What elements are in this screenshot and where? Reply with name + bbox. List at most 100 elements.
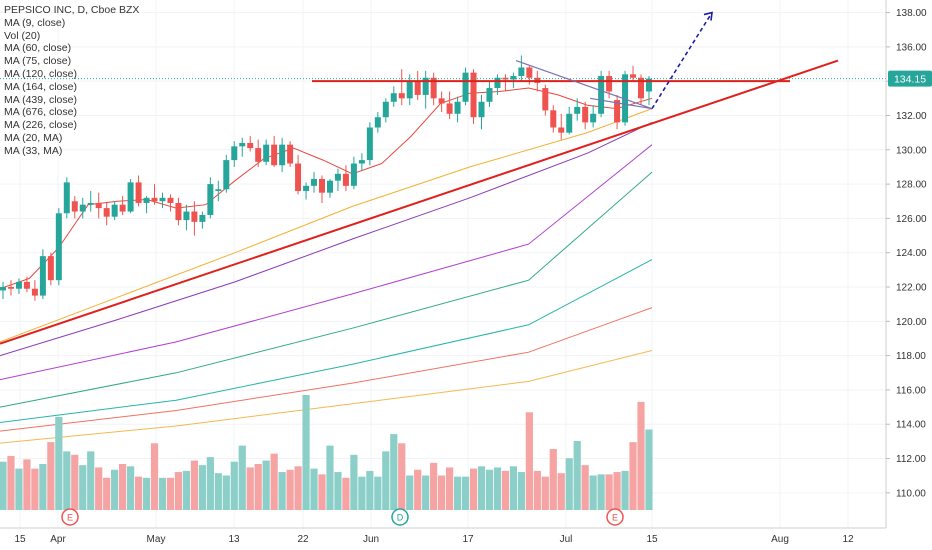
earnings-marker[interactable]: E	[606, 508, 624, 526]
last-price-value: 134.15	[894, 74, 926, 86]
legend-item[interactable]: MA (75, close)	[4, 55, 72, 68]
y-tick-label: 124.00	[896, 248, 927, 259]
volume-bar	[382, 451, 390, 510]
candle-body	[79, 204, 86, 212]
x-tick-label: Jul	[560, 534, 573, 545]
volume-bar	[525, 412, 533, 510]
volume-bar	[23, 459, 31, 510]
volume-bar	[366, 470, 374, 510]
candle-body	[47, 256, 54, 281]
projection-arrow	[651, 12, 713, 110]
legend-item[interactable]: MA (120, close)	[4, 67, 77, 80]
volume-bar	[190, 460, 198, 510]
volume-bar	[294, 466, 302, 510]
y-tick-label: 128.00	[896, 180, 927, 191]
candle-body	[438, 98, 445, 104]
x-tick-label: 15	[14, 534, 26, 545]
candle-body	[606, 76, 613, 92]
volume-bar	[214, 473, 222, 510]
volume-bar	[111, 469, 119, 510]
volume-bar	[71, 454, 79, 510]
volume-bar	[182, 470, 191, 510]
candle-body	[334, 173, 341, 181]
candle-body	[486, 88, 493, 102]
ma-line	[0, 108, 653, 343]
volume-bar	[39, 464, 47, 510]
candle-body	[446, 103, 453, 114]
y-tick-label: 132.00	[896, 111, 927, 122]
volume-bar	[119, 464, 127, 510]
volume-bar	[326, 445, 334, 510]
triangle-lower-line	[589, 97, 653, 110]
volume-bar	[350, 454, 358, 510]
candle-body	[151, 197, 158, 202]
legend-item[interactable]: MA (33, MA)	[4, 144, 63, 157]
candle-body	[15, 281, 22, 289]
last-price-tag: 134.15	[888, 70, 932, 87]
moving-average-lines	[0, 87, 653, 444]
volume-bar	[286, 469, 294, 510]
volume-bar	[461, 476, 470, 510]
candle-body	[630, 74, 637, 78]
time-axis-labels: 15 Apr May 13 22 Jun 17 Jul 15 Aug 12	[14, 534, 854, 545]
candle-body	[638, 77, 644, 99]
candle-body	[470, 72, 477, 118]
volume-bar	[63, 451, 71, 510]
volume-bar	[406, 475, 414, 510]
x-tick-label: Jun	[363, 534, 379, 545]
earnings-marker[interactable]: E	[61, 508, 79, 526]
candle-body	[143, 197, 150, 203]
event-marker-label: E	[67, 513, 73, 523]
candle-body	[175, 202, 182, 221]
y-tick-label: 112.00	[896, 454, 926, 465]
volume-bar	[613, 472, 621, 510]
x-tick-label: 13	[228, 534, 240, 545]
candle-body	[574, 106, 581, 114]
symbol-title: PEPSICO INC, D, Cboe BZX	[4, 4, 140, 16]
volume-bar	[103, 477, 111, 510]
volume-bar	[270, 453, 278, 510]
candle-body	[111, 204, 118, 217]
candle-body	[271, 144, 278, 166]
legend-item[interactable]: MA (226, close)	[4, 119, 77, 132]
volume-bar	[134, 476, 143, 510]
volume-bar	[55, 416, 63, 510]
dividend-marker[interactable]: D	[391, 508, 409, 526]
volume-bar	[206, 457, 214, 510]
y-tick-label: 122.00	[896, 283, 927, 294]
candle-body	[119, 204, 126, 212]
volume-bar	[254, 464, 262, 510]
candle-body	[191, 211, 198, 222]
legend-item[interactable]: MA (9, close)	[4, 16, 66, 29]
volume-bar	[430, 462, 438, 510]
candle-body	[199, 214, 206, 222]
ma-line	[0, 144, 653, 381]
candle-body	[526, 67, 533, 78]
legend-item[interactable]: MA (676, close)	[4, 106, 77, 119]
legend-item[interactable]: MA (20, MA)	[4, 131, 63, 144]
candle-body	[502, 77, 509, 80]
arrow-head-icon	[703, 11, 713, 21]
legend-item[interactable]: MA (60, close)	[4, 42, 72, 55]
candle-body	[590, 113, 597, 123]
x-tick-label: 15	[646, 534, 658, 545]
candle-body	[239, 142, 246, 147]
volume-bar	[422, 475, 430, 510]
legend-item[interactable]: Vol (20)	[4, 29, 41, 42]
volume-bar	[87, 451, 95, 510]
candle-body	[295, 163, 302, 191]
volume-bar	[557, 473, 565, 510]
y-tick-label: 114.00	[896, 420, 926, 431]
volume-bar	[166, 477, 175, 510]
volume-bar	[446, 467, 454, 510]
volume-bar	[238, 445, 246, 510]
volume-bar	[198, 465, 206, 510]
x-tick-label: Aug	[771, 534, 789, 545]
candle-body	[614, 100, 621, 123]
event-marker-label: E	[612, 513, 618, 523]
legend-item[interactable]: MA (439, close)	[4, 93, 77, 106]
candle-body	[167, 197, 174, 203]
legend-item[interactable]: MA (164, close)	[4, 80, 77, 93]
